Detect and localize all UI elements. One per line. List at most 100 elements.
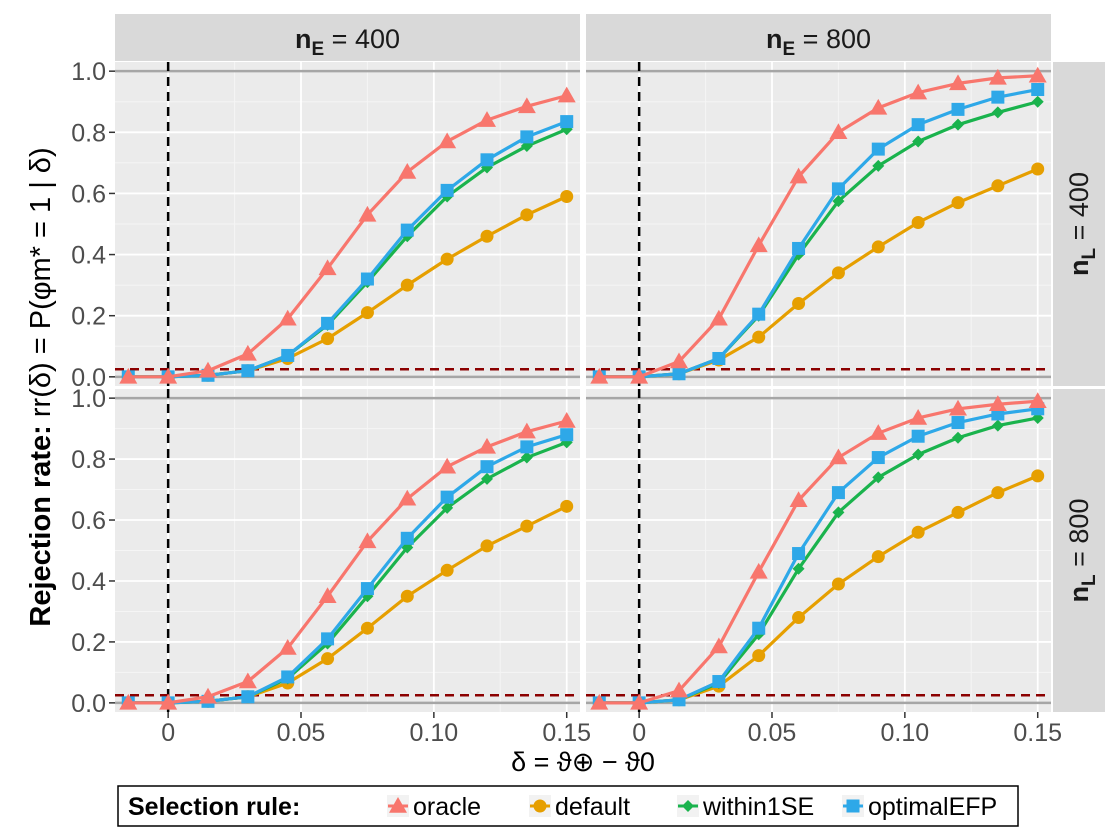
marker-within1SE-6	[832, 195, 845, 208]
marker-optimalEFP-8	[440, 183, 454, 197]
marker-oracle-11	[1028, 392, 1047, 408]
marker-within1SE-10	[520, 451, 533, 464]
marker-oracle-1	[159, 693, 178, 710]
marker-oracle-8	[909, 408, 928, 425]
marker-optimalEFP-11	[560, 115, 574, 129]
marker-oracle-2	[670, 681, 688, 698]
marker-oracle-4	[749, 562, 768, 579]
marker-within1SE-9	[481, 472, 493, 485]
series-line-oracle	[128, 419, 568, 705]
marker-oracle-8	[909, 83, 928, 100]
marker-optimalEFP-3	[712, 351, 726, 365]
marker-within1SE-7	[872, 159, 885, 172]
marker-oracle-5	[789, 491, 808, 507]
marker-within1SE-7	[872, 471, 885, 484]
marker-optimalEFP-3	[241, 690, 255, 704]
legend-item-oracle: oracle	[387, 793, 481, 821]
marker-oracle-11	[557, 411, 576, 428]
y-tick-label: 0.4	[71, 242, 106, 270]
marker-oracle-11	[557, 86, 576, 103]
series-oracle	[590, 392, 1047, 710]
marker-default-4	[752, 330, 766, 344]
column-strip-background	[586, 14, 1051, 61]
marker-within1SE-10	[991, 419, 1004, 432]
marker-within1SE-9	[952, 118, 964, 131]
marker-oracle-10	[988, 68, 1007, 85]
series-line-oracle	[599, 399, 1038, 705]
marker-default-9	[480, 229, 494, 243]
y-tick-label: 0.2	[71, 629, 106, 657]
marker-oracle-10	[517, 97, 536, 114]
marker-oracle-0	[590, 367, 609, 384]
marker-oracle-4	[278, 309, 297, 326]
marker-oracle-0	[119, 693, 138, 710]
legend-label-within1SE: within1SE	[702, 793, 814, 821]
marker-within1SE-8	[441, 501, 454, 514]
marker-optimalEFP-4	[752, 621, 766, 635]
marker-optimalEFP-11	[560, 428, 574, 442]
marker-oracle-6	[358, 205, 377, 222]
legend-label-default: default	[555, 793, 630, 821]
marker-optimalEFP-5	[792, 547, 806, 561]
marker-oracle-9	[478, 437, 496, 454]
marker-default-11	[560, 189, 574, 203]
marker-oracle-2	[199, 687, 217, 704]
marker-optimalEFP-7	[400, 223, 414, 237]
marker-default-11	[560, 499, 574, 513]
marker-oracle-3	[709, 637, 728, 654]
legend-item-default: default	[529, 793, 630, 821]
marker-optimalEFP-10	[520, 130, 534, 144]
marker-optimalEFP-5	[792, 241, 806, 255]
marker-within1SE-5	[792, 562, 805, 575]
x-tick-label: 0.05	[277, 719, 326, 747]
marker-default-10	[520, 208, 534, 222]
marker-optimalEFP-11	[1031, 83, 1045, 97]
marker-oracle-9	[478, 111, 496, 127]
marker-legend-default-0	[533, 799, 547, 813]
marker-oracle-7	[869, 98, 888, 115]
marker-oracle-5	[318, 259, 337, 276]
y-tick-label: 0.8	[71, 446, 106, 474]
y-tick-label: 0.8	[71, 119, 106, 147]
marker-oracle-3	[709, 309, 728, 326]
series-line-optimalEFP	[599, 87, 1039, 379]
marker-oracle-3	[238, 344, 257, 361]
marker-default-9	[951, 196, 965, 210]
marker-oracle-0	[119, 367, 138, 384]
panel-4	[586, 389, 1051, 712]
marker-optimalEFP-4	[281, 670, 295, 684]
marker-default-9	[480, 539, 494, 553]
marker-oracle-9	[949, 399, 967, 416]
marker-optimalEFP-8	[440, 490, 454, 504]
column-strip-background	[115, 14, 580, 61]
marker-default-6	[360, 306, 374, 320]
marker-oracle-11	[1028, 66, 1047, 83]
x-axis-title: δ = ϑ⊕ − ϑ0	[511, 747, 655, 777]
marker-oracle-1	[159, 367, 178, 384]
x-tick-label: 0.15	[1013, 719, 1062, 747]
marker-oracle-9	[949, 74, 967, 91]
x-tick-label: 0.10	[881, 719, 930, 747]
marker-default-8	[440, 563, 454, 577]
y-tick-label: 0.4	[71, 568, 106, 596]
y-tick-label: 0.6	[71, 180, 106, 208]
marker-optimalEFP-8	[911, 118, 925, 132]
marker-within1SE-9	[952, 431, 964, 444]
marker-default-7	[871, 240, 885, 254]
marker-default-5	[321, 332, 335, 346]
marker-default-5	[792, 611, 806, 625]
panel-2	[586, 62, 1051, 386]
marker-oracle-4	[278, 639, 297, 655]
marker-oracle-3	[238, 672, 257, 689]
marker-oracle-0	[590, 693, 609, 710]
marker-oracle-5	[789, 167, 808, 184]
marker-oracle-10	[517, 422, 536, 439]
row-strip-background	[1053, 62, 1105, 386]
y-tick-label: 1.0	[71, 58, 106, 86]
marker-optimalEFP-9	[951, 102, 965, 116]
marker-optimalEFP-10	[520, 440, 534, 454]
marker-within1SE-11	[1031, 95, 1044, 108]
series-oracle	[590, 66, 1047, 384]
y-tick-label: 0.6	[71, 507, 106, 535]
